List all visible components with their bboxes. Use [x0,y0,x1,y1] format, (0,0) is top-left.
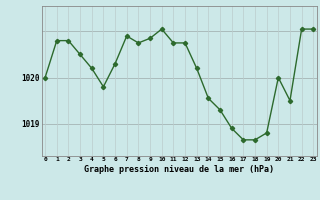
X-axis label: Graphe pression niveau de la mer (hPa): Graphe pression niveau de la mer (hPa) [84,165,274,174]
